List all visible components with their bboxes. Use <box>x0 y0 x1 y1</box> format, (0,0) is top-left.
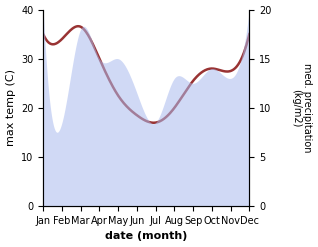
X-axis label: date (month): date (month) <box>105 231 187 242</box>
Y-axis label: med. precipitation
(kg/m2): med. precipitation (kg/m2) <box>291 63 313 153</box>
Y-axis label: max temp (C): max temp (C) <box>5 69 16 146</box>
